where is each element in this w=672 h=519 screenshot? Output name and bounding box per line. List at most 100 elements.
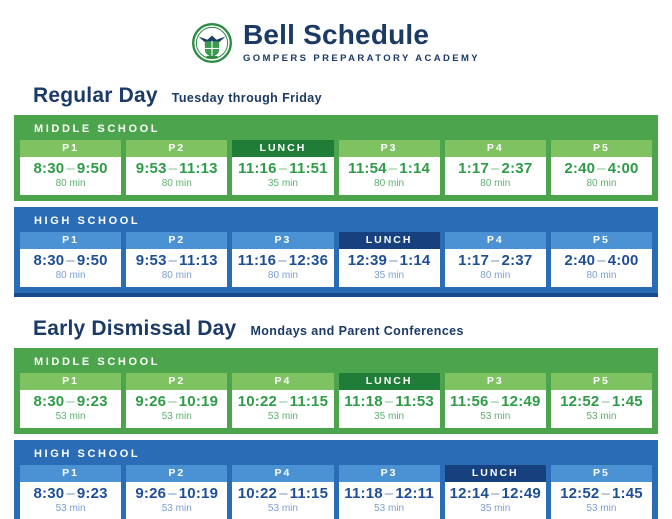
schedule-section: Regular Day Tuesday through Friday MIDDL… — [0, 84, 672, 297]
period-duration: 53 min — [586, 411, 617, 422]
period-duration: 53 min — [161, 503, 192, 514]
period-end-time: 4:00 — [607, 160, 639, 177]
school-label: MIDDLE SCHOOL — [34, 123, 161, 135]
period-column: P3 11:56–12:49 53 min — [444, 373, 546, 428]
period-end-time: 12:36 — [288, 252, 329, 269]
period-time-range: 8:30–9:23 — [20, 485, 121, 502]
period-time-range: 10:22–11:15 — [232, 485, 333, 502]
time-range-dash: – — [491, 252, 500, 269]
period-header: LUNCH — [444, 465, 546, 482]
time-range-dash: – — [168, 252, 178, 269]
period-start-time: 8:30 — [33, 160, 65, 177]
schedule-section: Early Dismissal Day Mondays and Parent C… — [0, 317, 672, 519]
period-duration: 80 min — [586, 178, 617, 189]
period-end-time: 1:45 — [611, 485, 643, 502]
time-range-dash: – — [66, 160, 75, 177]
period-time-range: 9:53–11:13 — [126, 252, 227, 269]
period-start-time: 9:53 — [135, 252, 167, 269]
period-end-time: 11:15 — [289, 485, 329, 502]
period-header: P4 — [232, 373, 334, 390]
section-heading: Early Dismissal Day Mondays and Parent C… — [33, 317, 658, 341]
period-time-cell: 11:54–1:14 80 min — [338, 157, 440, 195]
period-header: P2 — [126, 232, 228, 249]
period-duration: 35 min — [267, 178, 298, 189]
period-time-cell: 10:22–11:15 53 min — [232, 482, 334, 519]
period-duration: 80 min — [55, 178, 86, 189]
period-column: P3 11:54–1:14 80 min — [338, 140, 440, 195]
period-header: P1 — [20, 373, 122, 390]
period-time-range: 1:17–2:37 — [445, 160, 546, 177]
period-header: P4 — [232, 465, 334, 482]
time-range-dash: – — [66, 393, 75, 410]
time-range-dash: – — [597, 252, 606, 269]
period-header: P1 — [20, 140, 122, 157]
period-time-cell: 1:17–2:37 80 min — [444, 249, 546, 287]
period-column: P2 9:26–10:19 53 min — [126, 373, 228, 428]
period-start-time: 12:52 — [560, 485, 600, 502]
period-end-time: 4:00 — [607, 252, 639, 269]
period-end-time: 12:11 — [395, 485, 434, 502]
period-time-range: 2:40–4:00 — [551, 252, 652, 269]
period-row: P1 8:30–9:50 80 min P2 9:53–11:13 80 min… — [20, 140, 653, 195]
period-duration: 53 min — [55, 503, 86, 514]
period-start-time: 1:17 — [458, 252, 489, 269]
period-start-time: 1:17 — [458, 160, 489, 177]
period-time-cell: 9:53–11:13 80 min — [126, 157, 228, 195]
period-column: P1 8:30–9:50 80 min — [20, 232, 122, 287]
section-subtitle: Mondays and Parent Conferences — [250, 324, 464, 338]
period-start-time: 8:30 — [33, 252, 65, 269]
period-time-range: 12:39–1:14 — [339, 252, 440, 269]
period-time-range: 11:16–12:36 — [232, 252, 333, 269]
period-start-time: 10:22 — [237, 393, 278, 410]
period-column: P1 8:30–9:23 53 min — [20, 465, 122, 519]
period-time-cell: 9:53–11:13 80 min — [126, 249, 228, 287]
period-time-cell: 9:26–10:19 53 min — [126, 390, 228, 428]
period-column: LUNCH 11:18–11:53 35 min — [338, 373, 440, 428]
period-time-cell: 10:22–11:15 53 min — [232, 390, 334, 428]
period-time-range: 9:26–10:19 — [126, 393, 227, 410]
page-subtitle: GOMPERS PREPARATORY ACADEMY — [242, 53, 481, 64]
period-start-time: 2:40 — [564, 252, 596, 269]
period-time-cell: 1:17–2:37 80 min — [444, 157, 546, 195]
period-end-time: 1:14 — [399, 252, 431, 269]
period-row: P1 8:30–9:23 53 min P2 9:26–10:19 53 min… — [20, 465, 653, 519]
period-column: P1 8:30–9:50 80 min — [20, 140, 122, 195]
period-header: LUNCH — [232, 140, 334, 157]
school-label: HIGH SCHOOL — [34, 448, 141, 460]
period-column: P3 11:16–12:36 80 min — [232, 232, 334, 287]
period-end-time: 12:49 — [501, 485, 541, 502]
period-time-range: 12:14–12:49 — [445, 485, 546, 502]
period-header: P5 — [550, 140, 653, 157]
period-column: P1 8:30–9:23 53 min — [20, 373, 122, 428]
period-end-time: 2:37 — [501, 160, 533, 177]
period-time-cell: 8:30–9:23 53 min — [20, 390, 122, 428]
period-header: P2 — [126, 465, 228, 482]
time-range-dash: – — [278, 252, 287, 269]
period-duration: 53 min — [374, 503, 405, 514]
time-range-dash: – — [168, 485, 177, 502]
period-time-range: 1:17–2:37 — [445, 252, 546, 269]
period-column: LUNCH 12:39–1:14 35 min — [338, 232, 440, 287]
period-start-time: 12:52 — [560, 393, 600, 410]
period-column: P2 9:53–11:13 80 min — [126, 232, 228, 287]
time-range-dash: – — [279, 485, 288, 502]
time-range-dash: – — [384, 485, 394, 502]
school-schedule-panel: HIGH SCHOOL P1 8:30–9:50 80 min P2 9:53–… — [14, 207, 658, 297]
period-end-time: 10:19 — [178, 485, 219, 502]
period-start-time: 11:18 — [344, 485, 383, 502]
period-time-range: 8:30–9:50 — [20, 252, 121, 269]
period-start-time: 11:18 — [344, 393, 383, 410]
period-header: P5 — [550, 232, 653, 249]
time-range-dash: – — [601, 393, 610, 410]
section-heading: Regular Day Tuesday through Friday — [33, 84, 658, 108]
page-title: Bell Schedule — [242, 19, 430, 50]
period-start-time: 11:16 — [238, 160, 277, 177]
period-column: P2 9:26–10:19 53 min — [126, 465, 228, 519]
period-end-time: 11:13 — [179, 160, 218, 177]
period-end-time: 9:23 — [76, 393, 108, 410]
period-time-cell: 11:16–12:36 80 min — [232, 249, 334, 287]
page-header-text: Bell Schedule GOMPERS PREPARATORY ACADEM… — [242, 19, 481, 65]
period-time-cell: 11:18–11:53 35 min — [338, 390, 440, 428]
period-time-cell: 2:40–4:00 80 min — [550, 157, 653, 195]
period-time-range: 9:53–11:13 — [126, 160, 227, 177]
